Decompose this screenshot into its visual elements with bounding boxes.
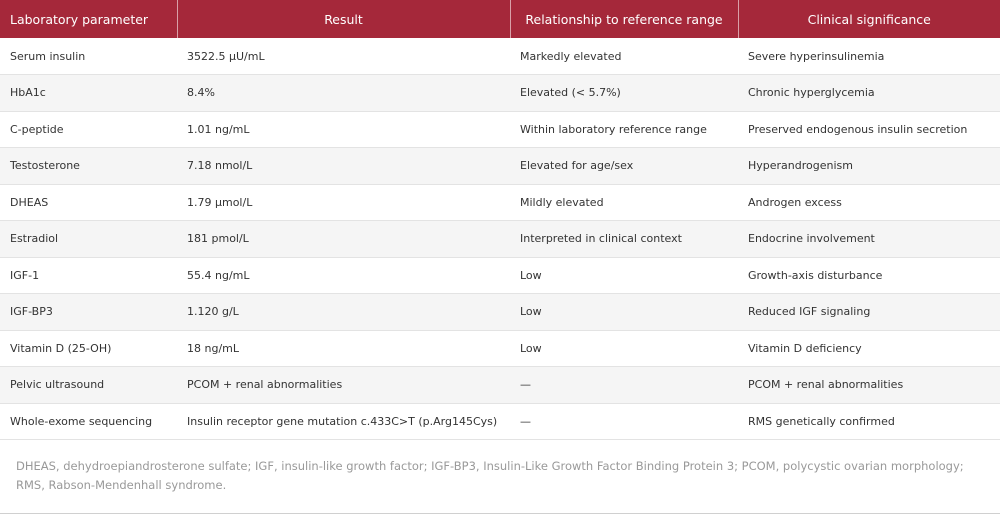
table-row: IGF-1 55.4 ng/mL Low Growth-axis disturb… [0, 257, 1000, 294]
cell-significance: Hyperandrogenism [738, 147, 1000, 185]
cell-parameter: Estradiol [0, 220, 177, 258]
header-row: Laboratory parameter Result Relationship… [0, 0, 1000, 38]
cell-reference: Low [510, 257, 738, 294]
cell-reference: Within laboratory reference range [510, 111, 738, 148]
cell-result: PCOM + renal abnormalities [177, 366, 510, 404]
cell-significance: Reduced IGF signaling [738, 293, 1000, 331]
cell-result: 1.120 g/L [177, 293, 510, 331]
header-clinical-significance: Clinical significance [738, 0, 1000, 38]
table-row: C-peptide 1.01 ng/mL Within laboratory r… [0, 111, 1000, 148]
table-row: DHEAS 1.79 µmol/L Mildly elevated Androg… [0, 184, 1000, 221]
cell-result: 1.01 ng/mL [177, 111, 510, 148]
cell-result: 55.4 ng/mL [177, 257, 510, 294]
table-row: Testosterone 7.18 nmol/L Elevated for ag… [0, 147, 1000, 185]
cell-significance: Endocrine involvement [738, 220, 1000, 258]
cell-reference: Low [510, 293, 738, 331]
cell-reference: Interpreted in clinical context [510, 220, 738, 258]
cell-reference: Elevated (< 5.7%) [510, 74, 738, 112]
table-body: Serum insulin 3522.5 µU/mL Markedly elev… [0, 38, 1000, 440]
table-row: Serum insulin 3522.5 µU/mL Markedly elev… [0, 38, 1000, 75]
table-row: IGF-BP3 1.120 g/L Low Reduced IGF signal… [0, 293, 1000, 331]
bottom-divider [0, 513, 1000, 514]
cell-significance: Androgen excess [738, 184, 1000, 221]
table-header: Laboratory parameter Result Relationship… [0, 0, 1000, 38]
lab-results-table-container: Laboratory parameter Result Relationship… [0, 0, 1000, 514]
cell-reference: Markedly elevated [510, 38, 738, 75]
cell-parameter: Vitamin D (25-OH) [0, 330, 177, 367]
cell-reference: Elevated for age/sex [510, 147, 738, 185]
cell-parameter: Serum insulin [0, 38, 177, 75]
table-row: Whole-exome sequencing Insulin receptor … [0, 403, 1000, 440]
table-row: Estradiol 181 pmol/L Interpreted in clin… [0, 220, 1000, 258]
cell-parameter: HbA1c [0, 74, 177, 112]
cell-reference: — [510, 366, 738, 404]
cell-result: 8.4% [177, 74, 510, 112]
cell-significance: RMS genetically confirmed [738, 403, 1000, 440]
cell-significance: Vitamin D deficiency [738, 330, 1000, 367]
cell-result: 1.79 µmol/L [177, 184, 510, 221]
cell-significance: Chronic hyperglycemia [738, 74, 1000, 112]
cell-result: Insulin receptor gene mutation c.433C>T … [177, 403, 510, 440]
cell-parameter: Pelvic ultrasound [0, 366, 177, 404]
header-result: Result [177, 0, 511, 38]
lab-results-table: Laboratory parameter Result Relationship… [0, 0, 1000, 440]
cell-parameter: IGF-BP3 [0, 293, 177, 331]
table-row: Vitamin D (25-OH) 18 ng/mL Low Vitamin D… [0, 330, 1000, 367]
cell-parameter: Testosterone [0, 147, 177, 185]
cell-result: 7.18 nmol/L [177, 147, 510, 185]
cell-result: 3522.5 µU/mL [177, 38, 510, 75]
cell-reference: — [510, 403, 738, 440]
cell-result: 18 ng/mL [177, 330, 510, 367]
cell-parameter: DHEAS [0, 184, 177, 221]
cell-parameter: Whole-exome sequencing [0, 403, 177, 440]
header-reference-range: Relationship to reference range [510, 0, 739, 38]
cell-parameter: IGF-1 [0, 257, 177, 294]
cell-significance: Severe hyperinsulinemia [738, 38, 1000, 75]
cell-result: 181 pmol/L [177, 220, 510, 258]
cell-parameter: C-peptide [0, 111, 177, 148]
cell-reference: Mildly elevated [510, 184, 738, 221]
cell-significance: PCOM + renal abnormalities [738, 366, 1000, 404]
cell-significance: Preserved endogenous insulin secretion [738, 111, 1000, 148]
table-footnote: DHEAS, dehydroepiandrosterone sulfate; I… [16, 459, 964, 492]
header-laboratory-parameter: Laboratory parameter [0, 0, 178, 38]
table-row: HbA1c 8.4% Elevated (< 5.7%) Chronic hyp… [0, 74, 1000, 112]
cell-reference: Low [510, 330, 738, 367]
cell-significance: Growth-axis disturbance [738, 257, 1000, 294]
table-row: Pelvic ultrasound PCOM + renal abnormali… [0, 366, 1000, 404]
